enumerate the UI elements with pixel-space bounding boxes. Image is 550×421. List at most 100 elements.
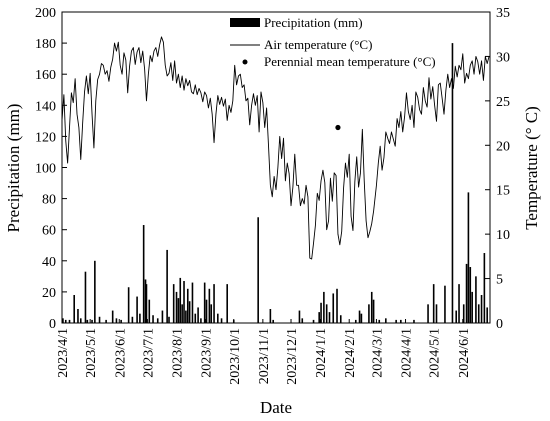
precipitation-bar <box>84 271 87 323</box>
right-axis-ticks: 0 5 10 15 20 25 30 35 <box>485 6 510 332</box>
precipitation-bar <box>183 281 185 323</box>
precipitation-bar <box>181 304 183 323</box>
precipitation-bar <box>395 319 397 323</box>
precipitation-bar <box>360 313 363 323</box>
precipitation-bar <box>272 319 274 323</box>
precipitation-bar <box>185 310 187 323</box>
precipitation-bar <box>370 291 373 323</box>
right-tick-label: 15 <box>496 184 510 199</box>
left-axis-ticks: 0 20 40 60 80 100 120 140 160 180 200 <box>35 6 67 332</box>
x-tick-label: 2023/7/1 <box>141 328 156 378</box>
precipitation-bar <box>328 312 331 323</box>
precipitation-bar <box>432 284 435 324</box>
precipitation-bar <box>205 299 208 323</box>
left-tick-label: 200 <box>35 6 56 21</box>
precipitation-bar <box>136 296 138 323</box>
left-axis-label: Precipitation (mm) <box>4 104 23 233</box>
precipitation-bar <box>483 253 486 323</box>
precipitation-bar <box>269 309 272 323</box>
x-tick-label: 2023/8/1 <box>171 328 186 378</box>
legend-swatch-precipitation <box>230 18 260 27</box>
precipitation-bar <box>194 313 197 323</box>
right-tick-label: 5 <box>496 273 503 288</box>
precipitation-bar <box>62 318 64 323</box>
precipitation-bar <box>139 313 141 323</box>
x-tick-label: 2024/1/1 <box>314 328 329 378</box>
precipitation-bar <box>298 310 301 323</box>
left-tick-label: 180 <box>35 37 56 52</box>
x-tick-label: 2023/5/1 <box>84 328 99 378</box>
x-tick-label: 2024/6/1 <box>457 328 472 378</box>
precipitation-bar <box>142 225 145 323</box>
air-temperature-series <box>61 36 490 260</box>
precipitation-bar <box>94 260 96 323</box>
precipitation-bar <box>191 282 194 323</box>
precipitation-bar <box>312 319 315 323</box>
precipitation-bar <box>339 315 342 323</box>
precipitation-bar <box>98 316 101 323</box>
precipitation-bar <box>175 291 178 323</box>
precipitation-bar <box>320 302 322 323</box>
precipitation-bar <box>77 309 79 323</box>
precipitation-bar <box>477 304 480 323</box>
right-tick-label: 0 <box>496 317 503 332</box>
precipitation-bar <box>471 291 473 323</box>
precipitation-bar <box>226 284 228 324</box>
precipitation-bar <box>354 319 357 323</box>
legend-label-precipitation: Precipitation (mm) <box>264 15 363 30</box>
precipitation-bar <box>336 288 338 323</box>
precipitation-bar <box>413 319 415 323</box>
precipitation-bar <box>455 310 458 323</box>
precipitation-bar <box>145 284 148 324</box>
precipitation-bar <box>166 249 168 323</box>
right-tick-label: 10 <box>496 228 510 243</box>
precipitation-bar <box>188 301 191 323</box>
precipitation-bar <box>91 319 93 323</box>
x-tick-label: 2023/11/1 <box>257 328 272 384</box>
precipitation-bar <box>172 284 175 324</box>
precipitation-bar <box>480 295 483 323</box>
precipitation-bar <box>435 304 438 323</box>
right-tick-label: 25 <box>496 95 510 110</box>
precipitation-bar <box>168 316 170 323</box>
precipitation-bar <box>115 318 118 323</box>
precipitation-bar <box>200 318 202 323</box>
left-tick-label: 160 <box>35 68 56 83</box>
precipitation-bar <box>131 316 134 323</box>
left-tick-label: 120 <box>35 130 56 145</box>
x-tick-label: 2024/2/1 <box>343 328 358 378</box>
precipitation-bar <box>486 307 488 323</box>
x-axis-ticks: 2023/4/1 2023/5/1 2023/6/1 2023/7/1 2023/8/1… <box>56 319 472 385</box>
precipitation-bar <box>475 276 477 323</box>
precipitation-bar <box>257 217 259 323</box>
perennial-mean-point <box>335 124 341 131</box>
left-tick-label: 0 <box>49 317 56 332</box>
x-tick-label: 2024/3/1 <box>370 328 385 378</box>
precipitation-bar <box>372 299 375 323</box>
x-tick-label: 2024/5/1 <box>428 328 443 378</box>
precipitation-bar <box>179 277 182 323</box>
precipitation-bar <box>458 284 460 324</box>
precipitation-bar <box>378 319 381 323</box>
precipitation-bar <box>210 304 213 323</box>
precipitation-bar <box>213 284 215 324</box>
precipitation-bar <box>111 310 114 323</box>
legend-swatch-perennial-mean <box>242 59 248 65</box>
precipitation-bar <box>465 263 468 323</box>
precipitation-bar <box>427 304 429 323</box>
precipitation-bar <box>203 282 206 323</box>
left-tick-label: 40 <box>42 255 56 270</box>
precipitation-bar <box>444 285 446 323</box>
precipitation-bar <box>217 313 219 323</box>
x-tick-label: 2023/10/1 <box>228 328 243 385</box>
precipitation-bar <box>177 298 180 323</box>
precipitation-bar <box>127 287 130 323</box>
precipitation-bar <box>105 319 107 323</box>
right-tick-label: 30 <box>496 50 510 65</box>
precipitation-bar <box>325 304 328 323</box>
precipitation-bar <box>79 318 82 323</box>
precipitation-bar <box>64 319 67 323</box>
precipitation-bar <box>86 319 89 323</box>
precipitation-bar <box>467 192 470 323</box>
